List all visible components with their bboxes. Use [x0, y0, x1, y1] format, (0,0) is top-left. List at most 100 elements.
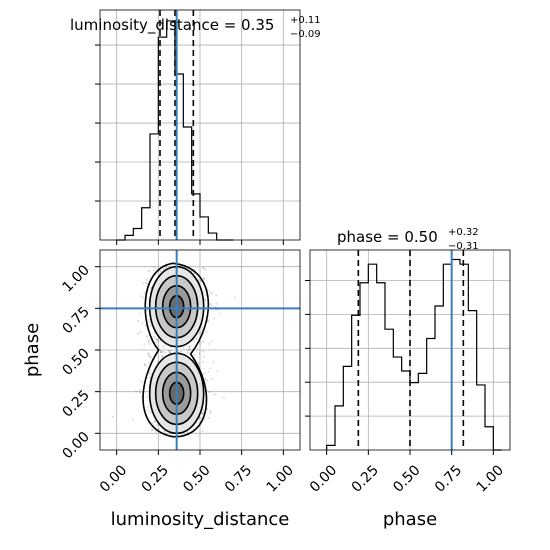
sample-point	[203, 356, 206, 358]
sample-point	[197, 279, 200, 281]
sample-point	[206, 408, 209, 410]
sample-point	[193, 353, 196, 356]
sample-point	[131, 418, 134, 421]
sample-point	[149, 270, 151, 273]
title-phase-upper-error: +0.32	[448, 227, 479, 238]
sample-point	[210, 292, 213, 295]
x-tick-label: 0.50	[390, 462, 423, 495]
sample-point	[209, 303, 212, 305]
sample-point	[142, 296, 144, 299]
sample-point	[153, 420, 156, 423]
x-axis-label-phase: phase	[383, 509, 437, 530]
sample-point	[138, 312, 141, 315]
tick-marks	[305, 280, 494, 455]
sample-point	[200, 328, 203, 331]
sample-point	[159, 349, 162, 352]
title-luminosity-distance-upper-error: +0.11	[290, 15, 321, 26]
sample-point	[201, 412, 204, 415]
sample-point	[158, 269, 161, 272]
sample-point	[202, 408, 205, 411]
sample-point	[161, 354, 164, 357]
sample-point	[208, 343, 211, 345]
sample-point	[188, 346, 191, 348]
sample-point	[149, 355, 152, 358]
sample-point	[203, 372, 206, 375]
sample-point	[186, 431, 189, 433]
sample-point	[145, 282, 148, 285]
sample-point	[148, 362, 150, 365]
sample-point	[164, 351, 167, 354]
sample-point	[189, 348, 192, 351]
sample-point	[159, 270, 162, 273]
sample-point	[213, 393, 216, 396]
sample-point	[193, 272, 196, 275]
sample-point	[147, 269, 150, 272]
sample-point	[155, 430, 157, 433]
x-tick-label: 0.75	[432, 462, 465, 495]
sample-point	[205, 331, 208, 333]
sample-point	[142, 282, 144, 285]
x-tick-label: 1.00	[264, 462, 297, 495]
density-contour-outer	[142, 262, 210, 438]
sample-point	[209, 410, 212, 413]
sample-point	[145, 335, 148, 338]
sample-point	[162, 345, 165, 348]
sample-point	[209, 411, 212, 414]
sample-point	[207, 391, 210, 393]
sample-point	[195, 337, 198, 340]
sample-point	[163, 430, 166, 433]
quantile-lines	[159, 10, 195, 240]
sample-point	[160, 351, 162, 354]
sample-point	[156, 424, 158, 427]
sample-point	[170, 349, 172, 352]
sample-point	[111, 415, 114, 418]
sample-point	[210, 340, 213, 343]
sample-point	[147, 340, 150, 343]
sample-point	[203, 277, 205, 280]
x-axis-label-luminosity-distance: luminosity_distance	[111, 509, 290, 530]
sample-point	[144, 281, 147, 284]
sample-point	[147, 352, 150, 355]
x-tick-label: 0.75	[222, 462, 255, 495]
y-tick-label: 0.25	[59, 387, 92, 420]
sample-point	[157, 339, 159, 342]
sample-point	[168, 349, 171, 352]
sample-point	[162, 269, 165, 271]
sample-point	[187, 351, 189, 354]
sample-point	[200, 325, 203, 328]
sample-point	[201, 411, 204, 414]
sample-point	[156, 338, 158, 341]
sample-point	[201, 430, 204, 432]
sample-point	[151, 422, 154, 425]
sample-point	[156, 360, 159, 363]
sample-point	[198, 352, 201, 355]
sample-point	[203, 278, 206, 280]
sample-point	[144, 364, 146, 367]
sample-point	[212, 361, 215, 363]
sample-point	[140, 380, 143, 383]
sample-point	[205, 294, 208, 297]
sample-point	[167, 349, 170, 352]
sample-point	[207, 320, 210, 323]
sample-point	[215, 302, 218, 305]
sample-point	[149, 411, 152, 414]
title-phase: phase = 0.50	[337, 228, 438, 246]
sample-point	[188, 347, 191, 349]
sample-point	[147, 352, 150, 355]
sample-point	[164, 344, 167, 347]
y-axis-label-phase: phase	[22, 323, 43, 377]
x-tick-label: 0.25	[139, 462, 172, 495]
sample-point	[150, 429, 153, 431]
sample-point	[204, 290, 206, 292]
sample-point	[179, 350, 182, 353]
sample-point	[145, 278, 148, 281]
sample-point	[148, 321, 151, 324]
sample-point	[149, 356, 152, 359]
sample-point	[154, 267, 157, 270]
sample-point	[141, 322, 144, 324]
sample-point	[149, 369, 152, 372]
sample-point	[204, 377, 207, 380]
sample-point	[204, 298, 207, 301]
sample-point	[202, 350, 204, 353]
